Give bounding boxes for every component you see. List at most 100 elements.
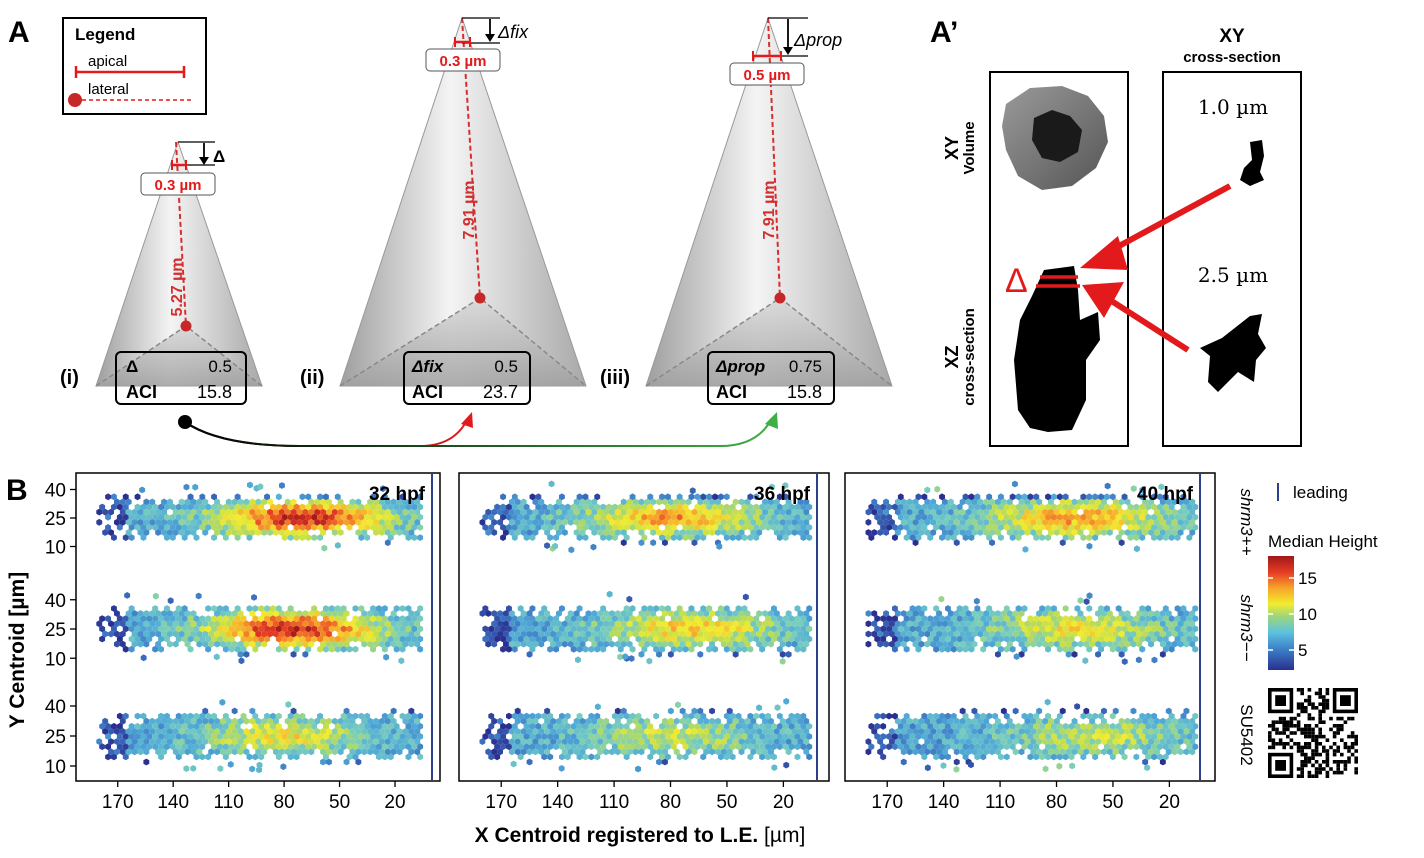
hexbin — [1012, 529, 1019, 536]
hexbin — [924, 748, 931, 756]
hexbin — [771, 524, 777, 531]
hexbin — [582, 503, 589, 511]
hexbin — [479, 518, 486, 526]
hexbin — [196, 630, 203, 638]
hexbin — [785, 620, 792, 628]
hexbin — [974, 524, 981, 531]
hexbin — [1118, 610, 1125, 617]
hexbin — [393, 503, 400, 511]
hexbin — [924, 620, 931, 628]
hexbin — [1192, 635, 1199, 643]
hexbin — [567, 748, 574, 756]
hexbin — [158, 645, 164, 653]
hexbin — [1006, 498, 1013, 506]
hexbin — [703, 620, 710, 628]
hexbin — [317, 712, 323, 720]
hexbin — [912, 630, 919, 638]
hexbin — [526, 529, 533, 536]
hexbin — [323, 645, 329, 653]
hexbin — [662, 717, 668, 725]
hexbin — [108, 748, 114, 756]
hexbin — [281, 645, 288, 653]
hexbin — [561, 630, 568, 638]
hexbin — [370, 743, 376, 751]
hexbin — [570, 513, 577, 521]
hexbin — [249, 728, 256, 735]
hexbin — [1074, 722, 1081, 730]
hexbin — [506, 615, 512, 622]
hexbin — [1056, 712, 1063, 720]
hexbin — [1062, 503, 1069, 511]
hexbin — [370, 635, 376, 643]
hexbin — [202, 717, 209, 725]
hexbin — [868, 743, 875, 751]
hexbin — [945, 733, 951, 740]
hexbin — [665, 625, 671, 633]
hexbin — [220, 630, 226, 638]
hexbin — [222, 733, 229, 740]
hexbin — [172, 610, 179, 617]
hexbin — [635, 743, 642, 751]
hexbin — [1118, 738, 1125, 745]
hexbin — [1086, 625, 1093, 633]
hexbin — [361, 717, 368, 725]
hexbin — [983, 518, 990, 526]
hexbin — [508, 529, 515, 536]
hexbin — [414, 717, 421, 725]
hexbin — [119, 717, 126, 725]
hexbin — [1151, 513, 1157, 521]
hexbin — [553, 513, 559, 521]
hexbin — [1092, 524, 1099, 531]
hexbin — [723, 503, 730, 511]
hexbin — [1130, 640, 1137, 648]
hexbin — [1006, 640, 1013, 648]
hexbin — [614, 707, 621, 715]
hexbin — [114, 738, 120, 745]
hexbin — [1045, 733, 1051, 740]
hexbin — [290, 707, 297, 715]
hexbin — [387, 743, 394, 751]
hexbin — [679, 640, 686, 648]
hexbin — [600, 733, 607, 740]
hexbin — [676, 635, 683, 643]
hexbin — [906, 620, 913, 628]
hexbin — [491, 630, 498, 638]
hexbin — [500, 722, 506, 730]
hexbin — [659, 753, 665, 761]
hexbin — [287, 625, 294, 633]
hexbin — [1009, 645, 1016, 653]
hexbin — [738, 738, 745, 745]
hexbin — [222, 513, 229, 521]
hexbin — [620, 529, 627, 536]
hexbin — [1157, 513, 1163, 521]
hexbin — [256, 761, 263, 769]
hexbin — [485, 529, 492, 536]
hexbin — [346, 753, 353, 761]
hexbin — [759, 753, 766, 761]
hexbin — [900, 610, 907, 617]
hexbin — [594, 503, 601, 511]
hexbin — [609, 748, 615, 756]
hexbin — [1077, 640, 1084, 648]
hexbin — [264, 605, 270, 612]
hexbin — [334, 542, 341, 549]
hexbin — [962, 722, 969, 730]
hexbin — [559, 733, 565, 740]
hexbin — [1080, 524, 1087, 531]
hexbin — [603, 620, 609, 628]
hexbin — [600, 513, 607, 521]
hexbin — [874, 722, 881, 730]
hexbin — [116, 733, 123, 740]
hexbin — [597, 529, 604, 536]
hexbin — [682, 722, 689, 730]
hexbin — [741, 733, 748, 740]
hexbin — [1044, 698, 1051, 706]
hexbin — [1162, 534, 1169, 541]
hexbin — [1165, 518, 1172, 526]
hexbin — [894, 640, 901, 648]
hexbin — [494, 753, 501, 761]
hexbin — [220, 748, 226, 756]
hexbin — [494, 635, 501, 643]
hexbin — [234, 524, 241, 531]
hexbin — [909, 524, 916, 531]
